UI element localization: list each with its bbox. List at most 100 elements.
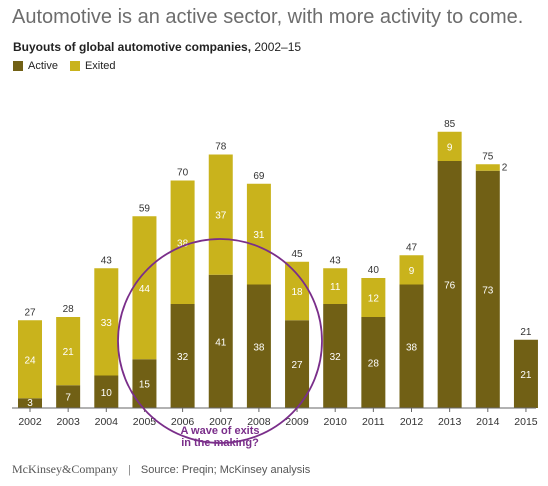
legend: Active Exited bbox=[13, 60, 128, 72]
legend-item-active: Active bbox=[13, 60, 58, 72]
tick-label-2015: 2015 bbox=[514, 416, 538, 428]
bar-active-2004 bbox=[94, 375, 119, 408]
label-total-2008: 69 bbox=[253, 171, 265, 182]
label-active-2013: 76 bbox=[444, 281, 456, 292]
bar-active-2013 bbox=[437, 161, 462, 408]
label-total-2005: 59 bbox=[139, 203, 151, 214]
label-active-2007: 41 bbox=[215, 337, 227, 348]
legend-label-active: Active bbox=[28, 60, 58, 72]
legend-swatch-exited bbox=[69, 61, 80, 71]
label-exited-2009: 18 bbox=[291, 287, 303, 298]
label-active-2015: 21 bbox=[520, 370, 532, 381]
annotation-line-1: A wave of exits bbox=[180, 425, 259, 437]
label-exited-2005: 44 bbox=[139, 284, 151, 295]
legend-label-exited: Exited bbox=[84, 60, 116, 72]
label-active-2008: 38 bbox=[253, 342, 265, 353]
label-total-2004: 43 bbox=[101, 255, 113, 266]
bar-active-2011 bbox=[361, 317, 386, 408]
bar-active-2014 bbox=[475, 170, 500, 408]
bar-exited-2012 bbox=[399, 255, 424, 285]
bar-active-2010 bbox=[323, 304, 348, 408]
label-active-2002: 3 bbox=[27, 398, 33, 409]
label-total-2012: 47 bbox=[406, 242, 418, 253]
bar-active-2002 bbox=[18, 398, 42, 408]
bars-layer: 3 24 27 7 21 28 10 33 43 15 44 59 32 38 70 41 37 78 38 31 69… bbox=[18, 119, 538, 409]
label-total-2013: 85 bbox=[444, 119, 456, 130]
label-active-2011: 28 bbox=[368, 359, 380, 370]
tick-label-2006: 2006 bbox=[171, 416, 195, 428]
bar-exited-2009 bbox=[285, 261, 310, 321]
tick-label-2009: 2009 bbox=[285, 416, 309, 428]
label-exited-2003: 21 bbox=[63, 347, 75, 358]
label-exited-2006: 38 bbox=[177, 238, 189, 249]
label-exited-2002: 24 bbox=[24, 355, 36, 366]
bar-exited-2005 bbox=[132, 216, 157, 360]
brand-logo-text: McKinsey&Company bbox=[12, 462, 118, 476]
label-exited-2004: 33 bbox=[101, 318, 113, 329]
label-total-2006: 70 bbox=[177, 168, 189, 179]
bar-active-2012 bbox=[399, 284, 424, 408]
footer-separator: | bbox=[128, 463, 131, 476]
bar-exited-2011 bbox=[361, 278, 386, 317]
footer: McKinsey&Company | Source: Preqin; McKin… bbox=[12, 462, 310, 477]
bar-active-2007 bbox=[208, 274, 233, 408]
tick-label-2007: 2007 bbox=[209, 416, 233, 428]
label-active-2012: 38 bbox=[406, 342, 418, 353]
bar-exited-2006 bbox=[170, 180, 195, 304]
label-total-2014: 75 bbox=[482, 151, 494, 162]
bar-active-2006 bbox=[170, 304, 195, 408]
bar-exited-2003 bbox=[56, 317, 81, 386]
chart-headline: Automotive is an active sector, with mor… bbox=[12, 6, 524, 28]
label-exited-2010: 11 bbox=[330, 282, 341, 293]
tick-label-2014: 2014 bbox=[476, 416, 500, 428]
bar-exited-2004 bbox=[94, 268, 119, 376]
subtitle-years: 2002–15 bbox=[251, 40, 302, 54]
tick-label-2012: 2012 bbox=[400, 416, 424, 428]
legend-swatch-active bbox=[13, 61, 23, 71]
label-total-2011: 40 bbox=[368, 265, 380, 276]
source-note: Source: Preqin; McKinsey analysis bbox=[140, 463, 311, 476]
legend-item-exited: Exited bbox=[69, 60, 116, 72]
tick-label-2002: 2002 bbox=[18, 416, 42, 428]
bar-active-2003 bbox=[56, 385, 81, 408]
label-exited-2014: 2 bbox=[502, 162, 508, 173]
tick-label-2005: 2005 bbox=[133, 416, 157, 428]
x-axis-ticks: 2002 2003 2004 2005 2006 2007 2008 2009 2010 2011… bbox=[18, 408, 538, 428]
label-active-2004: 10 bbox=[101, 388, 113, 399]
label-total-2009: 45 bbox=[291, 249, 303, 260]
tick-label-2013: 2013 bbox=[438, 416, 462, 428]
bar-active-2008 bbox=[246, 284, 271, 408]
annotation-line-2: in the making? bbox=[181, 437, 259, 449]
label-total-2007: 78 bbox=[215, 142, 227, 153]
tick-label-2008: 2008 bbox=[247, 416, 271, 428]
tick-label-2011: 2011 bbox=[362, 416, 385, 428]
bar-exited-2002 bbox=[18, 320, 42, 399]
annotation-group: A wave of exits in the making? bbox=[117, 238, 323, 449]
label-total-2003: 28 bbox=[63, 304, 75, 315]
bar-exited-2014 bbox=[475, 164, 500, 171]
subtitle-bold: Buyouts of global automotive companies, bbox=[13, 40, 252, 54]
bar-exited-2013 bbox=[437, 131, 462, 161]
label-exited-2011: 12 bbox=[368, 294, 380, 305]
chart-subtitle: Buyouts of global automotive companies, … bbox=[13, 40, 301, 54]
label-total-2002: 27 bbox=[24, 307, 36, 318]
tick-label-2010: 2010 bbox=[324, 416, 348, 428]
tick-label-2004: 2004 bbox=[95, 416, 119, 428]
bar-exited-2007 bbox=[208, 154, 233, 275]
label-total-2010: 43 bbox=[330, 255, 342, 266]
label-total-2015: 21 bbox=[520, 327, 532, 338]
label-exited-2008: 31 bbox=[253, 230, 265, 241]
bar-exited-2008 bbox=[246, 183, 271, 285]
annotation-circle bbox=[117, 238, 323, 444]
label-exited-2007: 37 bbox=[215, 211, 227, 222]
label-active-2006: 32 bbox=[177, 352, 189, 363]
bar-active-2009 bbox=[285, 320, 310, 408]
label-active-2005: 15 bbox=[139, 380, 151, 391]
label-active-2009: 27 bbox=[291, 360, 303, 371]
label-exited-2013: 9 bbox=[447, 142, 453, 153]
label-exited-2012: 9 bbox=[409, 266, 415, 277]
tick-label-2003: 2003 bbox=[56, 416, 80, 428]
label-active-2014: 73 bbox=[482, 285, 494, 296]
bar-active-2015 bbox=[513, 339, 538, 408]
label-active-2010: 32 bbox=[330, 352, 342, 363]
